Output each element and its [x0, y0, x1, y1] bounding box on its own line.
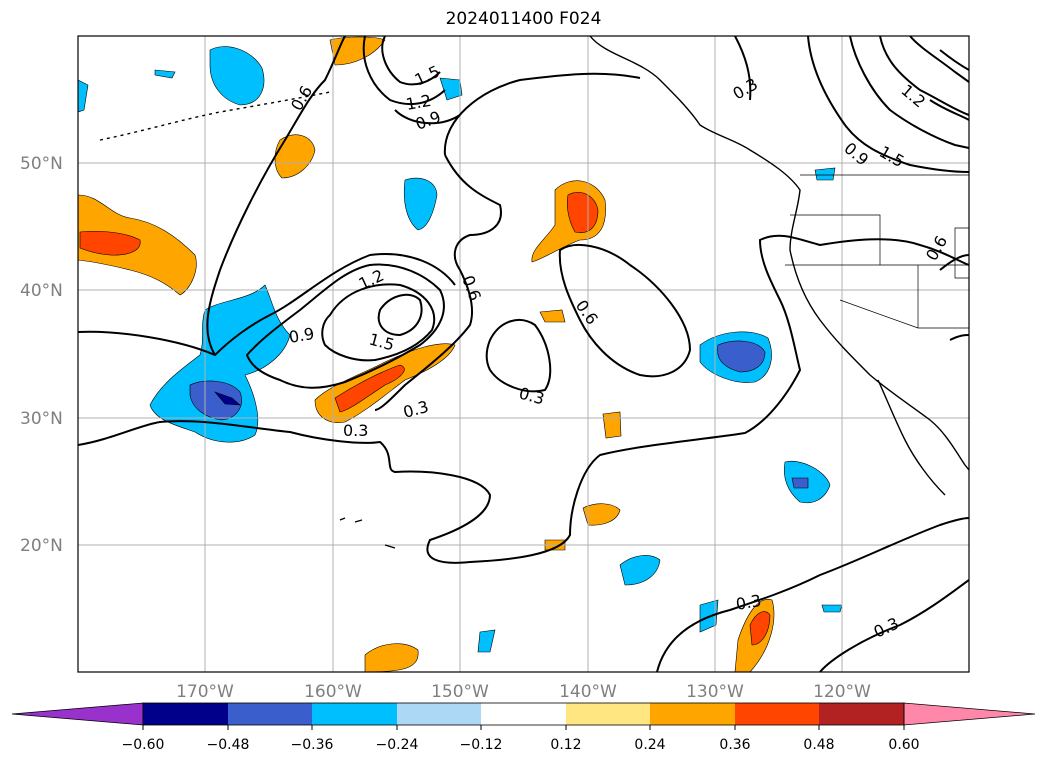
contour-label: 1.2: [404, 91, 432, 114]
negative-anomaly-region: [791, 477, 809, 489]
coastlines: [99, 36, 969, 549]
negative-anomaly-region: [619, 555, 661, 586]
lat-label-30n: 30°N: [20, 409, 63, 429]
positive-anomaly-region: [539, 309, 566, 323]
positive-anomaly-core: [749, 611, 771, 646]
contour-label: 0.3: [343, 421, 368, 440]
colorbar-cell: [143, 703, 228, 725]
positive-anomaly-region: [329, 36, 386, 66]
negative-anomaly-region: [78, 79, 89, 113]
colorbar-cell: [397, 703, 481, 725]
lon-label-150w: 150°W: [431, 682, 489, 702]
colorbar-tick-label: −0.24: [376, 737, 419, 753]
colorbar-cell: [228, 703, 312, 725]
lon-label-170w: 170°W: [176, 682, 234, 702]
negative-anomaly-region: [189, 380, 242, 421]
lon-label-160w: 160°W: [304, 682, 362, 702]
negative-anomaly-region: [403, 177, 438, 231]
colorbar-cell: [312, 703, 397, 725]
positive-anomaly-core: [334, 364, 405, 413]
negative-anomaly-region: [477, 629, 496, 653]
colorbar-tick-label: −0.60: [122, 737, 165, 753]
colorbar-cell: [566, 703, 650, 725]
lon-label-140w: 140°W: [559, 682, 617, 702]
colorbar-extend-max: [903, 702, 1036, 726]
negative-anomaly-region: [439, 77, 463, 101]
contour-label: 0.9: [287, 324, 315, 347]
longitude-labels: 170°W 160°W 150°W 140°W 130°W 120°W: [176, 682, 871, 702]
positive-anomaly-core: [79, 230, 141, 256]
positive-anomaly-core: [566, 191, 599, 233]
map-frame: [77, 35, 970, 673]
lat-label-40n: 40°N: [20, 281, 63, 301]
contour-label: 0.3: [734, 591, 762, 614]
positive-anomaly-region: [274, 134, 316, 179]
colorbar-tick-label: −0.36: [291, 737, 334, 753]
contour-lines: [78, 36, 969, 672]
colorbar-tick-label: −0.48: [207, 737, 250, 753]
negative-anomaly-region: [154, 69, 176, 79]
colorbar-tick-label: 0.60: [888, 737, 919, 753]
lon-label-120w: 120°W: [813, 682, 871, 702]
colorbar-tick-label: 0.48: [803, 737, 834, 753]
shaded-anomalies: [78, 36, 843, 672]
negative-anomaly-region: [821, 604, 843, 613]
colorbar-tick-label: 0.36: [719, 737, 750, 753]
map-plot-area: 0.3 0.3 0.3 0.3 0.3 0.3 0.6 0.6 0.6 0.6 …: [78, 36, 969, 672]
positive-anomaly-region: [582, 503, 621, 526]
negative-anomaly-region: [209, 46, 265, 106]
map-title: 2024011400 F024: [445, 9, 602, 29]
colorbar-cell: [650, 703, 735, 725]
lat-label-50n: 50°N: [20, 154, 63, 174]
colorbar-tick-label: 0.12: [550, 737, 581, 753]
negative-anomaly-region: [814, 167, 836, 181]
colorbar-cell: [481, 703, 566, 725]
lon-label-130w: 130°W: [686, 682, 744, 702]
colorbar-extend-min: [11, 702, 144, 726]
colorbar-frame: [142, 702, 905, 726]
lat-label-20n: 20°N: [20, 536, 63, 556]
colorbar-tick-label: −0.12: [460, 737, 503, 753]
positive-anomaly-region: [602, 411, 622, 439]
negative-anomaly-region: [717, 340, 766, 373]
colorbar-cell: [735, 703, 819, 725]
colorbar-tick-label: 0.24: [634, 737, 665, 753]
negative-anomaly-core: [214, 391, 241, 406]
latitude-labels: 50°N 40°N 30°N 20°N: [20, 154, 63, 556]
colorbar-cell: [819, 703, 904, 725]
colorbar: −0.60 −0.48 −0.36 −0.24 −0.12 0.12 0.24 …: [11, 702, 1036, 753]
